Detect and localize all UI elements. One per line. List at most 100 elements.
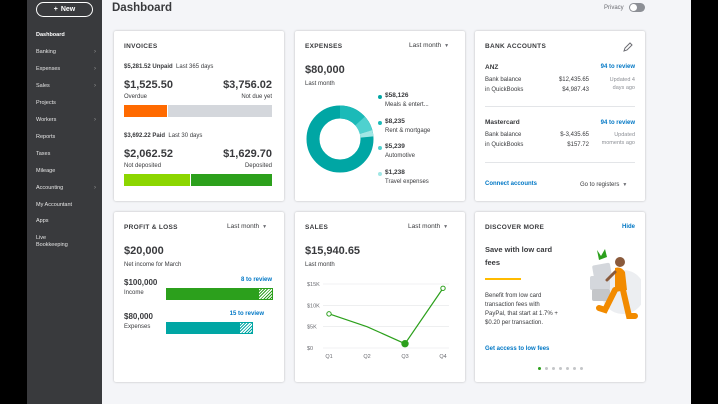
sales-series-line [328, 287, 444, 345]
legend-dot [378, 146, 382, 150]
expenses-card: EXPENSES Last month ▼ $80,000 Last month … [295, 31, 465, 201]
quickbooks-balance-label: in QuickBooks [485, 142, 524, 148]
donut-segment-automotive[interactable] [354, 116, 373, 135]
deposited-bar[interactable] [191, 174, 272, 186]
plus-icon: + [53, 6, 58, 13]
card-title: BANK ACCOUNTS [485, 43, 547, 50]
sidebar-item-dashboard[interactable]: Dashboard [36, 32, 65, 38]
sales-period-dropdown[interactable]: Last month ▼ [408, 223, 449, 230]
sidebar-item-sales[interactable]: Sales › [36, 83, 96, 89]
quickbooks-balance-value: $157.72 [567, 142, 589, 148]
income-label: Income [124, 290, 144, 296]
overdue-bar[interactable] [124, 105, 167, 117]
legend-amount: $8,235 [385, 118, 405, 125]
chevron-right-icon: › [94, 185, 96, 191]
carousel-dot[interactable] [545, 367, 548, 370]
discover-more-card: DISCOVER MORE Hide Save with low card fe… [475, 212, 645, 382]
sales-total-label: Last month [305, 262, 335, 268]
carousel-dot[interactable] [566, 367, 569, 370]
sidebar-item-accounting[interactable]: Accounting › [36, 185, 96, 191]
carousel-dot[interactable] [552, 367, 555, 370]
chevron-right-icon: › [94, 83, 96, 89]
overdue-amount: $1,525.50 [124, 79, 173, 91]
expenses-review-bar[interactable] [239, 322, 253, 334]
hide-link[interactable]: Hide [621, 224, 635, 230]
quickbooks-balance-label: in QuickBooks [485, 87, 524, 93]
carousel-dot[interactable] [580, 367, 583, 370]
legend-dot [378, 172, 382, 176]
sidebar-item-projects[interactable]: Projects [36, 100, 56, 106]
income-amount: $100,000 [124, 278, 158, 287]
sidebar-item-apps[interactable]: Apps [36, 218, 49, 224]
income-bar[interactable] [166, 288, 258, 300]
sidebar-item-live-bookkeeping[interactable]: Live Bookkeeping [36, 235, 68, 248]
updated-label: Updated 4 [609, 77, 635, 83]
deposited-label: Deposited [244, 163, 272, 169]
legend-label: Meals & entert... [385, 102, 429, 108]
sales-data-point[interactable] [401, 340, 409, 348]
sales-line-chart[interactable]: $0 $5K $10K $15K Q1 Q2 Q3 Q4 [295, 274, 465, 369]
x-tick-label: Q3 [401, 354, 408, 360]
sidebar-item-taxes[interactable]: Taxes [36, 151, 51, 157]
profit-period-dropdown[interactable]: Last month ▼ [227, 223, 268, 230]
connect-accounts-link[interactable]: Connect accounts [485, 181, 538, 187]
bank-balance-value: $-3,435.65 [560, 132, 589, 138]
donut-segment-rent[interactable] [339, 105, 365, 126]
paid-summary: $3,692.22 Paid Last 30 days [124, 133, 203, 139]
privacy-toggle[interactable] [629, 3, 645, 12]
review-link[interactable]: 94 to review [600, 64, 635, 70]
bank-balance-value: $12,435.65 [558, 77, 589, 83]
chevron-right-icon: › [94, 49, 96, 55]
divider [485, 106, 635, 107]
review-link[interactable]: 94 to review [600, 120, 635, 126]
account-name: ANZ [485, 64, 499, 71]
profit-loss-card: PROFIT & LOSS Last month ▼ $20,000 Net in… [114, 212, 284, 382]
sidebar-item-mileage[interactable]: Mileage [36, 168, 56, 174]
not-due-label: Not due yet [241, 94, 272, 100]
carousel-dot-active[interactable] [538, 367, 541, 370]
expenses-donut[interactable] [305, 104, 375, 174]
get-access-link[interactable]: Get access to low fees [485, 346, 550, 352]
sidebar-item-banking[interactable]: Banking › [36, 49, 96, 55]
income-review-bar[interactable] [258, 288, 273, 300]
expenses-review-link[interactable]: 15 to review [229, 311, 264, 317]
expenses-bar[interactable] [166, 322, 239, 334]
go-to-registers-dropdown[interactable]: Go to registers ▼ [580, 182, 628, 188]
card-title: DISCOVER MORE [485, 224, 545, 231]
legend-label: Automotive [385, 153, 416, 159]
not-deposited-label: Not deposited [124, 163, 162, 169]
expenses-period-dropdown[interactable]: Last month ▼ [409, 42, 450, 49]
not-due-bar[interactable] [168, 105, 272, 117]
privacy-label: Privacy [604, 5, 624, 11]
income-review-link[interactable]: 8 to review [240, 277, 272, 283]
sidebar-item-my-accountant[interactable]: My Accountant [36, 202, 73, 208]
expenses-total-label: Last month [305, 81, 335, 87]
not-deposited-bar[interactable] [124, 174, 190, 186]
sales-data-point[interactable] [440, 285, 446, 291]
updated-label: moments ago [601, 140, 635, 146]
bank-balance-label: Bank balance [485, 132, 522, 138]
card-title: EXPENSES [305, 43, 343, 50]
caret-down-icon: ▼ [443, 224, 449, 230]
new-button[interactable]: + New [36, 2, 93, 17]
sales-data-point[interactable] [326, 311, 332, 317]
card-title: SALES [305, 224, 329, 231]
sidebar-item-reports[interactable]: Reports [36, 134, 56, 140]
legend-amount: $5,239 [385, 143, 405, 150]
sidebar-item-workers[interactable]: Workers › [36, 117, 96, 123]
sidebar-item-expenses[interactable]: Expenses › [36, 66, 96, 72]
pencil-icon[interactable] [623, 42, 633, 52]
carousel-dot[interactable] [573, 367, 576, 370]
caret-down-icon: ▼ [444, 43, 450, 49]
donut-segment-travel[interactable] [359, 130, 374, 138]
chevron-right-icon: › [94, 117, 96, 123]
legend-amount: $1,238 [385, 169, 405, 176]
card-title: PROFIT & LOSS [124, 224, 178, 231]
x-tick-label: Q1 [325, 354, 332, 360]
legend-label: Rent & mortgage [385, 128, 431, 134]
y-tick-label: $15K [307, 282, 320, 288]
net-income-amount: $20,000 [124, 245, 164, 257]
legend-dot [378, 95, 382, 99]
carousel-dot[interactable] [559, 367, 562, 370]
divider [485, 162, 635, 163]
